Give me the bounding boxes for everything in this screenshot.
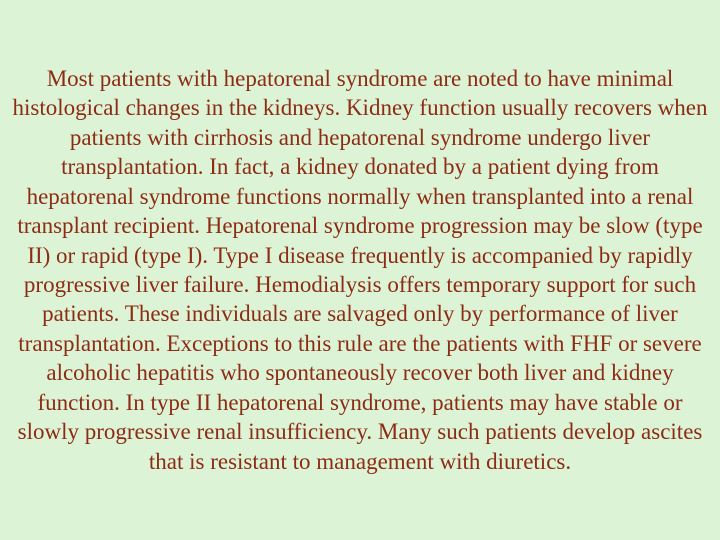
body-paragraph: Most patients with hepatorenal syndrome … <box>6 64 714 476</box>
